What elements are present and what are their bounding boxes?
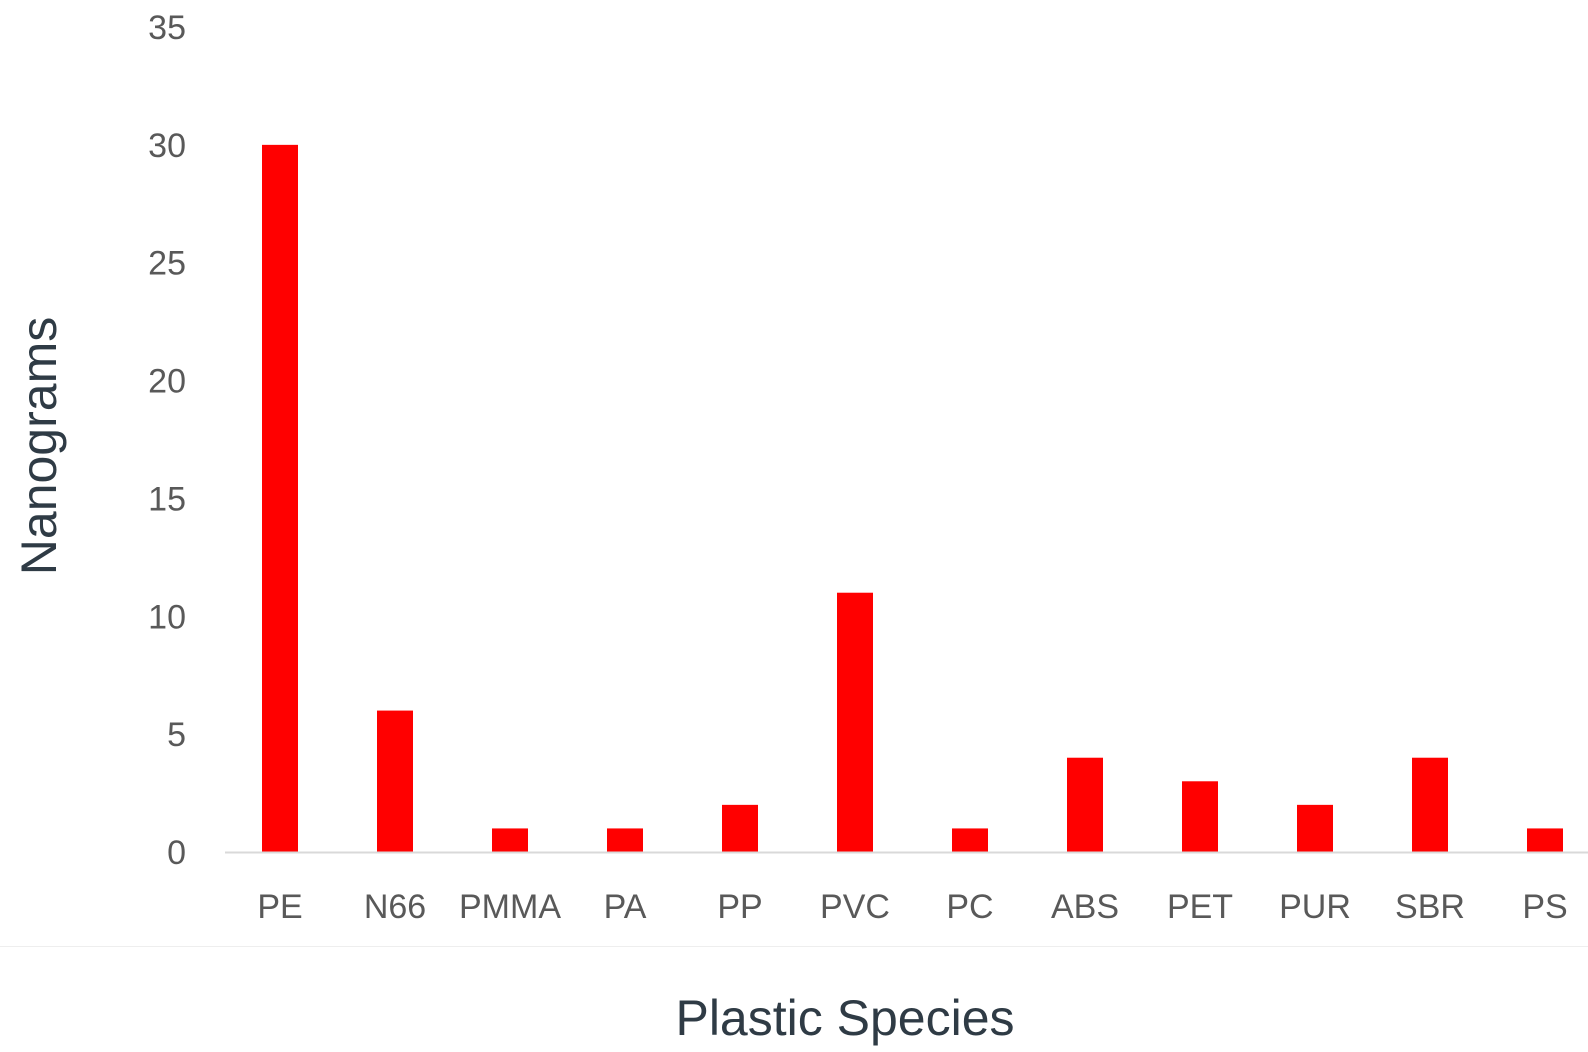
bar-pvc [837, 592, 873, 852]
y-tick-label: 15 [148, 480, 186, 518]
y-axis-title: Nanograms [11, 317, 67, 575]
y-tick-label: 5 [167, 716, 186, 754]
x-tick-label-pvc: PVC [820, 888, 890, 926]
x-tick-label-n66: N66 [364, 888, 426, 926]
bar-pc [952, 828, 988, 852]
y-tick-label: 20 [148, 363, 186, 401]
bar-ps [1527, 828, 1563, 852]
x-tick-label-ps: PS [1522, 888, 1567, 926]
bar-pp [722, 804, 758, 852]
x-axis-ticks: PE N66 PMMA PA PP PVC PC ABS PET PUR SBR PS [257, 888, 1567, 926]
x-tick-label-pur: PUR [1279, 888, 1351, 926]
x-tick-label-pmma: PMMA [459, 888, 561, 926]
bar-n66 [377, 710, 413, 852]
bars-group [262, 144, 1563, 852]
y-tick-label: 25 [148, 245, 186, 283]
bar-abs [1067, 757, 1103, 852]
y-tick-label: 10 [148, 598, 186, 636]
x-axis-title: Plastic Species [675, 990, 1014, 1046]
y-tick-label: 0 [167, 834, 186, 872]
x-tick-label-abs: ABS [1051, 888, 1119, 926]
bar-pe [262, 144, 298, 852]
x-tick-label-pa: PA [604, 888, 647, 926]
bar-pur [1297, 804, 1333, 852]
x-tick-label-pp: PP [717, 888, 762, 926]
divider [0, 946, 1588, 947]
x-tick-label-sbr: SBR [1395, 888, 1465, 926]
y-tick-label: 30 [148, 127, 186, 165]
bar-pmma [492, 828, 528, 852]
x-tick-label-pc: PC [946, 888, 993, 926]
bar-pa [607, 828, 643, 852]
y-tick-label: 35 [148, 9, 186, 47]
x-tick-label-pet: PET [1167, 888, 1233, 926]
y-axis-ticks: 0 5 10 15 20 25 30 35 [148, 9, 186, 872]
bar-sbr [1412, 757, 1448, 852]
bar-pet [1182, 781, 1218, 852]
x-tick-label-pe: PE [257, 888, 302, 926]
